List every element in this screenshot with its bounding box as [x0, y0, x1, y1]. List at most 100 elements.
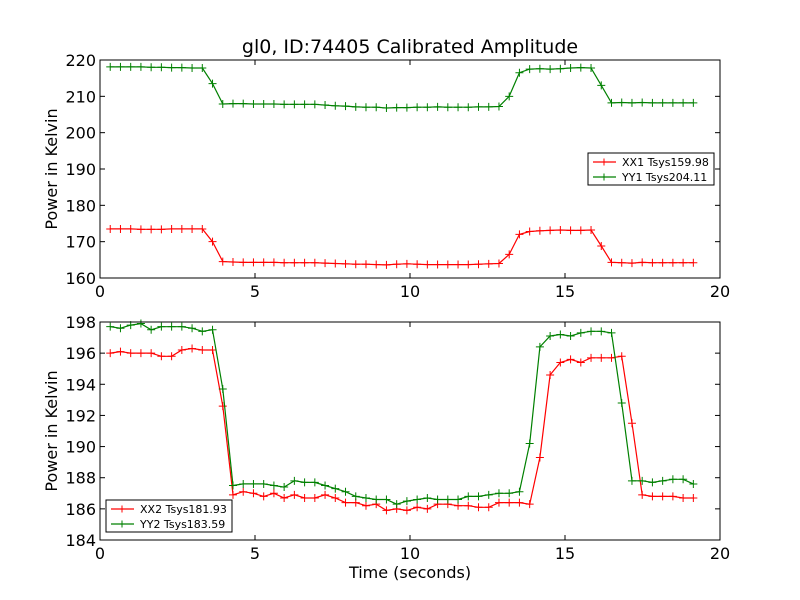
legend-entry: XX1 Tsys159.98: [622, 156, 709, 169]
data-point: [310, 493, 319, 502]
data-point: [290, 100, 299, 109]
data-point: [658, 98, 667, 107]
data-point: [218, 384, 227, 393]
data-point: [689, 98, 698, 107]
data-point: [280, 483, 289, 492]
x-tick-label: 5: [250, 282, 260, 301]
legend-entry: XX2 Tsys181.93: [140, 503, 227, 516]
data-point: [648, 492, 657, 501]
y-tick-label: 200: [65, 124, 96, 143]
data-point: [321, 259, 330, 268]
data-point: [525, 500, 534, 509]
legend: XX2 Tsys181.93 YY2 Tsys183.59: [105, 499, 233, 533]
series-line-2: [110, 322, 694, 505]
data-point: [515, 230, 524, 239]
data-point: [638, 98, 647, 107]
data-point: [443, 260, 452, 269]
x-tick-label: 15: [555, 282, 575, 301]
data-point: [658, 476, 667, 485]
data-point: [443, 495, 452, 504]
series-line-2: [110, 66, 694, 109]
data-point: [136, 62, 145, 71]
data-point: [372, 260, 381, 269]
data-point: [157, 322, 166, 331]
data-point: [515, 487, 524, 496]
data-point: [228, 481, 237, 490]
data-point: [321, 101, 330, 110]
data-point: [484, 490, 493, 499]
data-point: [259, 479, 268, 488]
data-point: [198, 63, 207, 72]
data-point: [259, 99, 268, 108]
data-point: [269, 99, 278, 108]
data-point: [525, 439, 534, 448]
y-tick-label: 192: [65, 406, 96, 425]
data-point: [627, 419, 636, 428]
data-point: [423, 260, 432, 269]
data-point: [249, 258, 258, 267]
x-axis-label: Time (seconds): [348, 563, 471, 582]
data-point: [546, 65, 555, 74]
data-point: [116, 62, 125, 71]
data-point: [433, 102, 442, 111]
data-point: [535, 64, 544, 73]
legend-box: [105, 499, 233, 533]
data-point: [587, 327, 596, 336]
legend: XX1 Tsys159.98 YY1 Tsys204.11: [587, 152, 715, 186]
data-point: [484, 102, 493, 111]
data-point: [136, 319, 145, 328]
data-point: [321, 481, 330, 490]
data-point: [290, 490, 299, 499]
data-point: [648, 478, 657, 487]
x-tick-label: 5: [250, 544, 260, 563]
y-tick-label: 184: [65, 531, 96, 550]
series-line-1: [110, 228, 694, 266]
data-point: [535, 453, 544, 462]
data-point: [597, 353, 606, 362]
data-point: [157, 225, 166, 234]
data-point: [249, 489, 258, 498]
data-point: [505, 489, 514, 498]
data-point: [546, 226, 555, 235]
data-point: [300, 258, 309, 267]
data-point: [587, 353, 596, 362]
legend-marker: [600, 173, 608, 181]
data-point: [218, 402, 227, 411]
data-point: [116, 324, 125, 333]
data-point: [147, 63, 156, 72]
legend-marker: [118, 505, 126, 513]
y-tick-label: 220: [65, 51, 96, 70]
data-point: [208, 325, 217, 334]
data-point: [515, 68, 524, 77]
data-point: [382, 103, 391, 112]
data-point: [198, 346, 207, 355]
legend-marker: [118, 520, 126, 528]
x-tick-label: 10: [400, 544, 420, 563]
data-point: [116, 347, 125, 356]
data-point: [505, 498, 514, 507]
data-point: [239, 99, 248, 108]
data-point: [188, 63, 197, 72]
data-point: [259, 258, 268, 267]
data-point: [280, 493, 289, 502]
data-point: [433, 495, 442, 504]
data-point: [116, 224, 125, 233]
data-point: [566, 63, 575, 72]
x-tick-label: 10: [400, 282, 420, 301]
data-point: [177, 322, 186, 331]
data-point: [679, 98, 688, 107]
figure-title: gl0, ID:74405 Calibrated Amplitude: [242, 36, 578, 58]
data-point: [249, 99, 258, 108]
data-point: [525, 227, 534, 236]
data-point: [392, 103, 401, 112]
data-point: [679, 493, 688, 502]
data-point: [106, 224, 115, 233]
x-tick-label: 20: [710, 544, 730, 563]
data-point: [361, 501, 370, 510]
data-point: [638, 258, 647, 267]
x-tick-label: 0: [95, 282, 105, 301]
data-point: [413, 503, 422, 512]
data-point: [494, 259, 503, 268]
data-point: [147, 225, 156, 234]
x-tick-label: 0: [95, 544, 105, 563]
